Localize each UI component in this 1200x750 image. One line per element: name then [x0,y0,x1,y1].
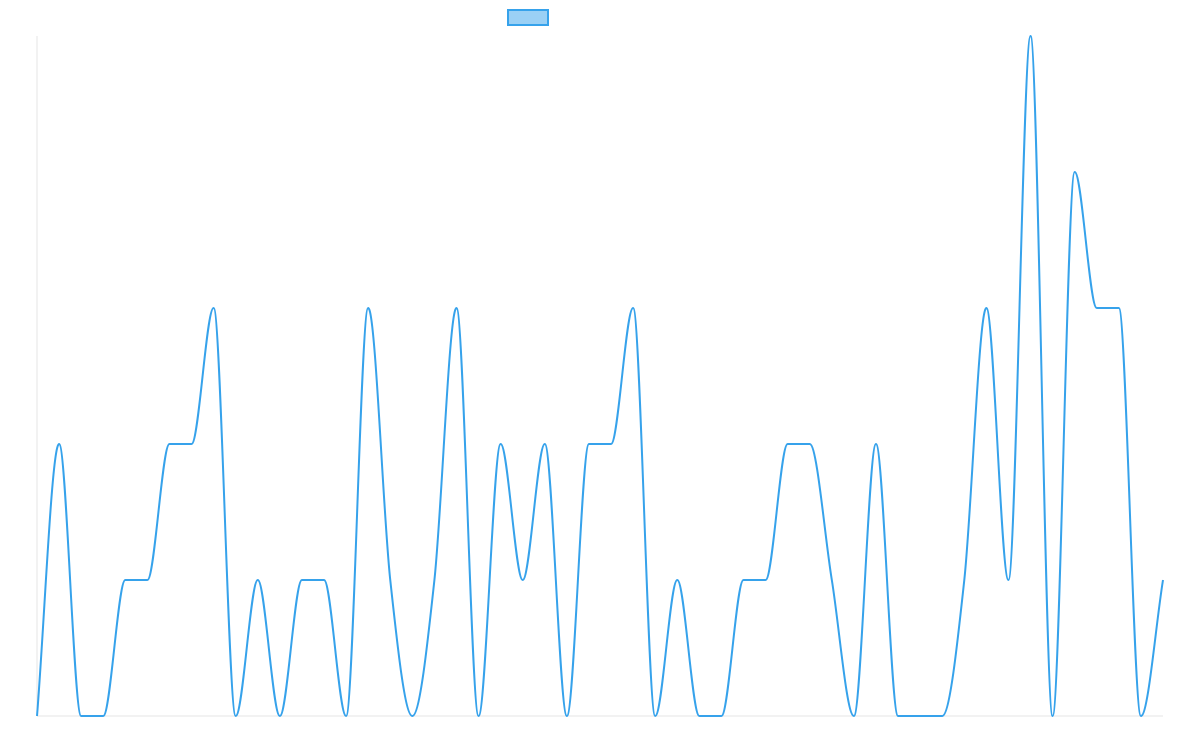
line [36,34,1164,718]
legend-swatch [507,9,549,26]
